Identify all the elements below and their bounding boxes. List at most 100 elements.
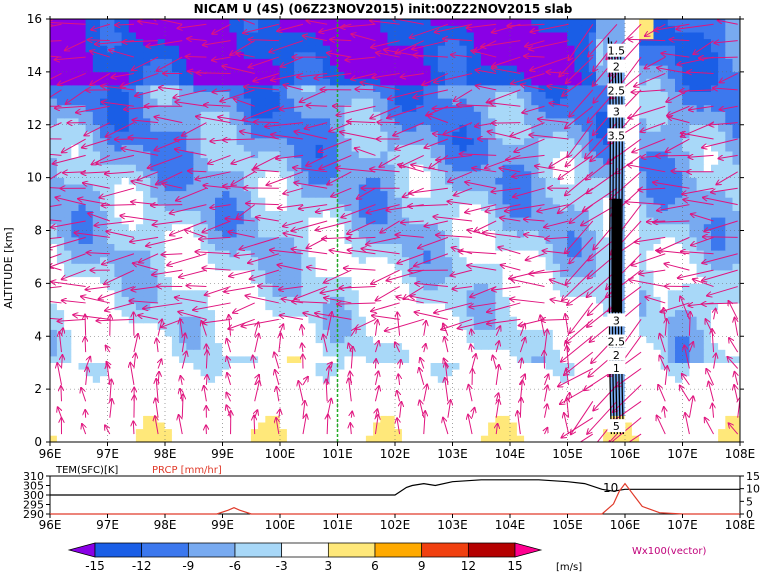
heat-cell [387, 263, 396, 271]
heat-cell [150, 362, 159, 370]
heat-cell [574, 170, 583, 178]
heat-cell [409, 283, 417, 291]
heat-cell [358, 349, 367, 357]
heat-cell [107, 355, 115, 363]
heat-cell [272, 183, 281, 192]
heat-cell [50, 210, 58, 218]
heat-cell [128, 289, 137, 297]
heat-cell [502, 369, 511, 377]
heat-cell [265, 375, 274, 383]
heat-cell [646, 164, 655, 172]
heat-cell [675, 375, 683, 383]
heat-cell [56, 269, 65, 278]
heat-cell [574, 236, 583, 244]
heat-cell [416, 349, 425, 357]
heat-cell [516, 421, 525, 430]
heat-cell [502, 177, 511, 185]
heat-cell [703, 329, 712, 337]
heat-cell [222, 104, 230, 112]
heat-cell [200, 223, 209, 231]
heat-cell [56, 170, 65, 178]
heat-cell [401, 124, 410, 132]
heat-cell [250, 170, 259, 178]
heat-cell [344, 349, 353, 357]
heat-cell [682, 217, 690, 225]
heat-cell [294, 144, 302, 152]
heat-cell [603, 203, 611, 211]
heat-cell [157, 428, 166, 436]
heat-cell [286, 302, 295, 311]
heat-cell [495, 375, 504, 383]
heat-cell [135, 263, 144, 271]
heat-cell [466, 369, 475, 377]
heat-cell [229, 428, 238, 436]
heat-cell [725, 256, 734, 264]
heat-cell [696, 296, 705, 304]
heat-cell [294, 382, 302, 390]
heat-cell [452, 342, 460, 350]
heat-cell [732, 342, 740, 350]
heat-cell [682, 150, 690, 159]
heat-cell [179, 421, 187, 430]
heat-cell [78, 150, 87, 159]
heat-cell [337, 329, 345, 337]
heat-cell [646, 435, 655, 442]
heat-cell [711, 421, 719, 430]
heat-cell [682, 263, 690, 271]
heat-cell [258, 157, 266, 165]
heat-cell [265, 210, 274, 218]
heat-cell [689, 98, 698, 106]
heat-cell [265, 402, 274, 410]
heat-cell [574, 283, 583, 291]
heat-cell [409, 236, 417, 244]
heat-cell [56, 150, 65, 159]
heat-cell [222, 197, 230, 205]
heat-cell [64, 302, 72, 311]
heat-cell [667, 388, 676, 396]
heat-cell [552, 223, 561, 231]
heat-cell [301, 183, 310, 192]
heat-cell [64, 210, 72, 218]
heat-cell [603, 329, 611, 337]
heat-cell [250, 402, 259, 410]
heat-cell [524, 157, 532, 165]
heat-cell [114, 256, 123, 264]
heat-cell [603, 362, 611, 370]
heat-cell [445, 243, 453, 251]
heat-cell [380, 223, 389, 231]
heat-cell [596, 157, 604, 165]
heat-cell [193, 329, 202, 337]
heat-cell [250, 408, 259, 416]
heat-cell [150, 144, 159, 152]
heat-cell [488, 382, 496, 390]
heat-cell [624, 382, 633, 390]
heat-cell [258, 197, 266, 205]
heat-cell [64, 428, 72, 436]
heat-cell [92, 150, 101, 159]
heat-cell [171, 203, 180, 211]
heat-cell [445, 369, 453, 377]
heat-cell [430, 150, 439, 159]
heat-cell [423, 276, 432, 284]
heat-cell [308, 309, 317, 317]
heat-cell [430, 283, 439, 291]
heat-cell [545, 322, 554, 330]
heat-cell [495, 197, 504, 205]
heat-cell [308, 388, 317, 396]
heat-cell [459, 203, 468, 211]
heat-cell [531, 236, 540, 244]
heat-cell [502, 408, 511, 416]
heat-cell [337, 223, 345, 231]
heat-cell [186, 117, 195, 125]
heat-cell [294, 408, 302, 416]
heat-cell [711, 435, 719, 442]
heat-cell [473, 250, 482, 258]
heat-cell [315, 230, 324, 238]
heat-cell [344, 243, 353, 251]
heat-cell [322, 111, 331, 119]
heat-cell [222, 203, 230, 211]
heat-cell [445, 256, 453, 264]
heat-cell [466, 276, 475, 284]
heat-cell [294, 322, 302, 330]
heat-cell [567, 131, 575, 139]
